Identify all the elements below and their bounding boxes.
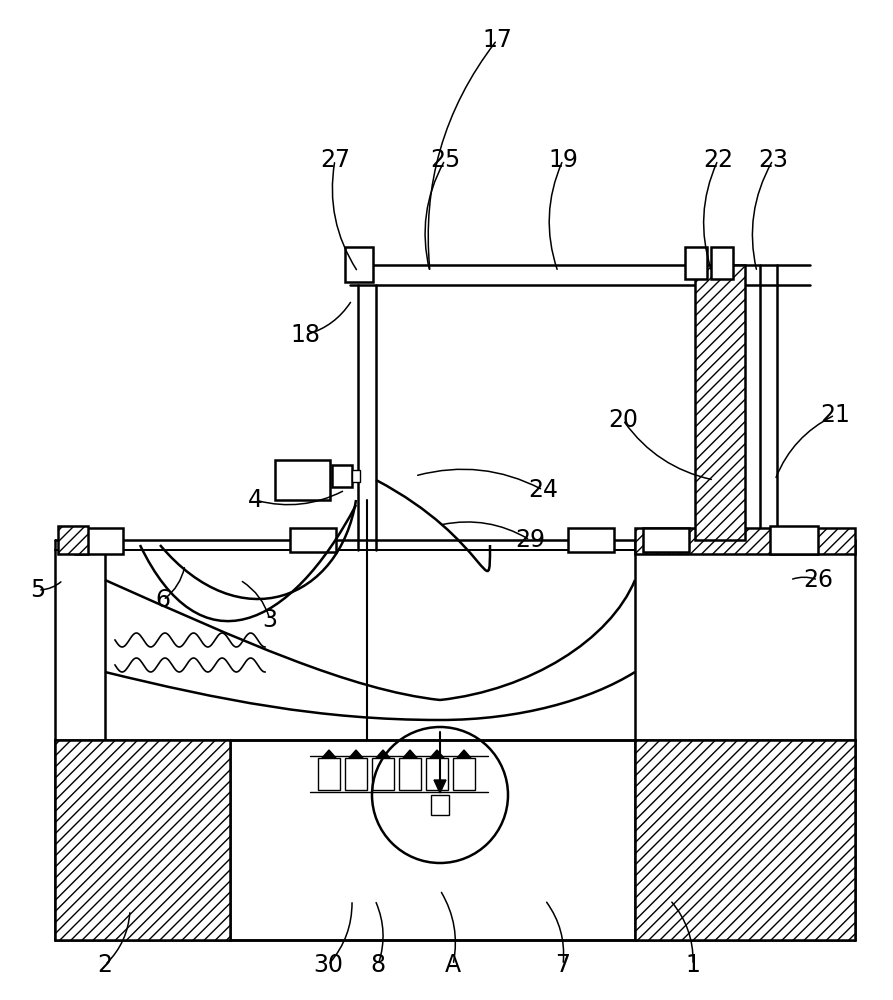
Text: 8: 8 xyxy=(371,953,386,977)
Bar xyxy=(75,528,123,554)
Polygon shape xyxy=(322,750,336,758)
Text: 25: 25 xyxy=(430,148,460,172)
Text: 7: 7 xyxy=(555,953,571,977)
Bar xyxy=(695,265,745,540)
Bar xyxy=(685,247,707,279)
Bar xyxy=(352,470,360,482)
Polygon shape xyxy=(376,750,390,758)
Text: 26: 26 xyxy=(803,568,833,592)
Text: 21: 21 xyxy=(820,403,850,427)
Bar xyxy=(426,758,448,790)
Bar xyxy=(275,460,330,500)
Bar xyxy=(711,247,733,279)
Bar xyxy=(635,528,855,554)
Bar xyxy=(431,795,449,815)
Text: 20: 20 xyxy=(608,408,638,432)
Text: 24: 24 xyxy=(528,478,558,502)
Bar xyxy=(399,758,421,790)
Text: 17: 17 xyxy=(482,28,512,52)
Text: 4: 4 xyxy=(247,488,263,512)
Bar xyxy=(332,465,352,487)
Text: 19: 19 xyxy=(548,148,578,172)
Bar xyxy=(635,740,855,940)
Polygon shape xyxy=(349,750,363,758)
Bar xyxy=(568,528,614,552)
Bar xyxy=(453,758,475,790)
Bar xyxy=(345,247,373,282)
Text: 18: 18 xyxy=(290,323,320,347)
Text: 30: 30 xyxy=(313,953,343,977)
Polygon shape xyxy=(403,750,417,758)
Bar xyxy=(318,758,340,790)
Text: 5: 5 xyxy=(30,578,46,602)
Text: 23: 23 xyxy=(758,148,788,172)
Text: 1: 1 xyxy=(686,953,700,977)
Text: 6: 6 xyxy=(155,588,171,612)
Polygon shape xyxy=(430,750,444,758)
Text: 29: 29 xyxy=(515,528,545,552)
Bar xyxy=(230,740,635,940)
Polygon shape xyxy=(434,780,446,793)
Bar xyxy=(290,528,336,552)
Bar xyxy=(345,758,367,790)
Text: 27: 27 xyxy=(320,148,350,172)
Bar xyxy=(372,758,394,790)
Text: 3: 3 xyxy=(263,608,278,632)
Bar xyxy=(643,528,689,552)
Bar xyxy=(58,526,88,554)
Text: A: A xyxy=(445,953,461,977)
Bar xyxy=(55,740,230,940)
Polygon shape xyxy=(457,750,471,758)
Text: 2: 2 xyxy=(97,953,113,977)
Bar xyxy=(770,526,818,554)
Text: 22: 22 xyxy=(703,148,733,172)
